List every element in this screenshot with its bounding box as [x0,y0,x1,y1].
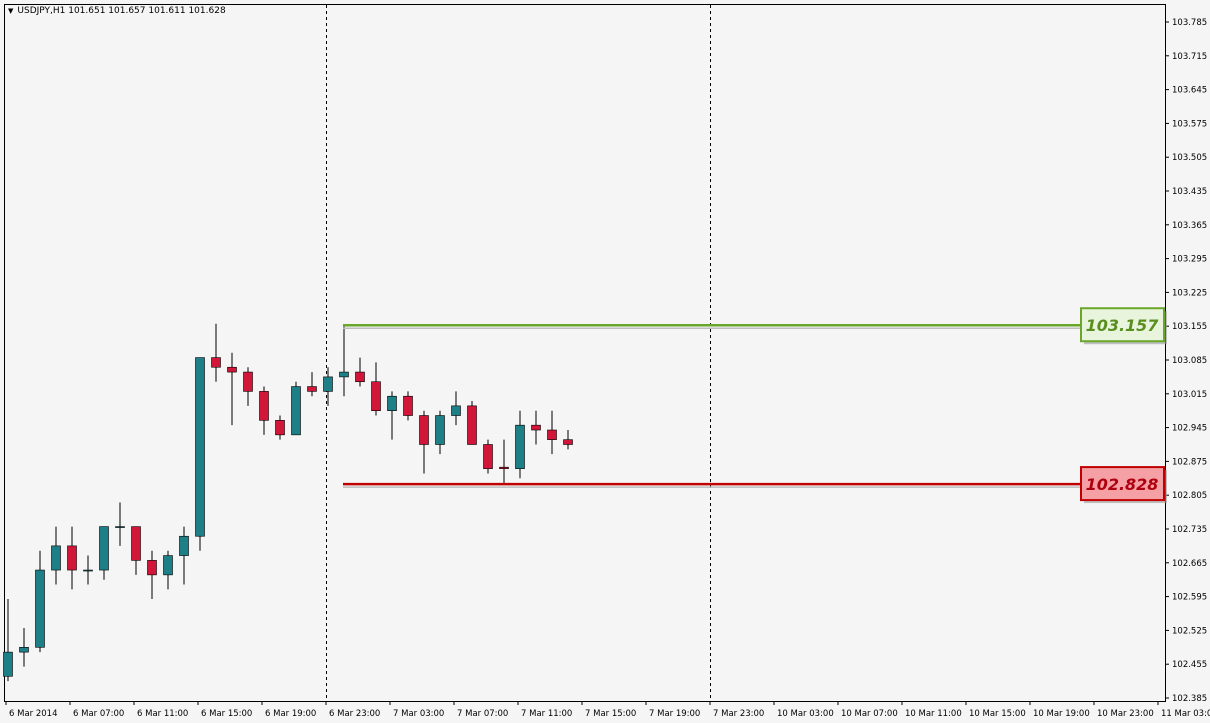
x-tick-label: 10 Mar 19:00 [1033,709,1090,719]
candle-body[interactable] [515,424,525,469]
candle-body[interactable] [243,371,253,392]
candle-body[interactable] [483,444,493,469]
x-tick-label: 7 Mar 11:00 [521,709,572,719]
candle-body[interactable] [211,357,221,368]
y-tick-label: 103.155 [1172,322,1207,332]
plot-area[interactable] [4,4,1166,702]
symbol-header: ▼ USDJPY,H1 101.651 101.657 101.611 101.6… [8,6,226,16]
candle-body[interactable] [371,381,381,412]
candle-body[interactable] [179,535,189,556]
candle-body[interactable] [35,569,45,648]
x-tick-label: 10 Mar 03:00 [777,709,834,719]
x-tick-label: 6 Mar 2014 [9,709,57,719]
x-tick-label: 7 Mar 23:00 [713,709,764,719]
x-tick-label: 7 Mar 19:00 [649,709,700,719]
candle-body[interactable] [435,415,445,445]
y-tick-label: 103.575 [1172,119,1207,129]
y-tick-label: 103.365 [1172,221,1207,231]
y-tick-label: 103.505 [1172,153,1207,163]
price-tag-box[interactable] [1080,307,1165,343]
candle-body[interactable] [355,371,365,383]
x-tick-label: 10 Mar 15:00 [969,709,1026,719]
x-tick-label: 7 Mar 15:00 [585,709,636,719]
x-tick-label: 10 Mar 07:00 [841,709,898,719]
y-tick-label: 102.945 [1172,424,1207,434]
candle-body[interactable] [99,526,109,571]
x-tick-label: 6 Mar 07:00 [73,709,124,719]
y-tick-label: 102.595 [1172,593,1207,603]
candle-body[interactable] [339,371,349,378]
x-tick-label: 7 Mar 03:00 [393,709,444,719]
candle-body[interactable] [275,420,285,436]
collapse-triangle-icon[interactable]: ▼ [8,7,14,15]
candle-body[interactable] [51,545,61,571]
x-tick-label: 6 Mar 23:00 [329,709,380,719]
x-tick-label: 6 Mar 15:00 [201,709,252,719]
x-tick-label: 6 Mar 11:00 [137,709,188,719]
y-tick-label: 103.785 [1172,18,1207,28]
y-tick-label: 103.225 [1172,288,1207,298]
candle-body[interactable] [291,386,301,436]
x-tick-label: 7 Mar 07:00 [457,709,508,719]
y-tick-label: 102.385 [1172,694,1207,704]
y-tick-label: 102.665 [1172,559,1207,569]
candle-body[interactable] [467,405,477,445]
candle-body[interactable] [19,646,29,653]
candle-body[interactable] [323,376,333,392]
candle-body[interactable] [131,526,141,561]
y-tick-label: 103.435 [1172,187,1207,197]
candle-body[interactable] [195,357,205,537]
y-tick-label: 103.015 [1172,390,1207,400]
candle-body[interactable] [499,466,509,469]
x-tick-label: 10 Mar 11:00 [905,709,962,719]
candle-body[interactable] [419,415,429,445]
candle-body[interactable] [115,526,125,528]
y-tick-label: 102.735 [1172,525,1207,535]
y-tick-label: 102.525 [1172,626,1207,636]
candle-body[interactable] [387,395,397,412]
candle-body[interactable] [163,555,173,576]
candle-body[interactable] [531,424,541,431]
candle-body[interactable] [227,366,237,373]
price-tag-box[interactable] [1080,466,1165,502]
candle-body[interactable] [403,395,413,416]
y-tick-label: 102.455 [1172,660,1207,670]
candle-body[interactable] [259,391,269,421]
x-tick-label: 10 Mar 23:00 [1097,709,1154,719]
candle-body[interactable] [83,569,93,572]
y-tick-label: 103.645 [1172,86,1207,96]
x-tick-label: 6 Mar 19:00 [265,709,316,719]
price-tag-label: 103.157 [1086,316,1160,335]
x-tick-label: 11 Mar 03:00 [1161,709,1210,719]
y-tick-label: 103.085 [1172,356,1207,366]
candle-body[interactable] [3,651,13,677]
candle-body[interactable] [563,439,573,445]
candle-body[interactable] [147,560,157,576]
price-tag-label: 102.828 [1086,475,1159,494]
y-tick-label: 103.295 [1172,255,1207,265]
y-tick-label: 103.715 [1172,52,1207,62]
y-tick-label: 102.875 [1172,457,1207,467]
symbol-label: USDJPY,H1 101.651 101.657 101.611 101.62… [17,6,226,16]
candle-body[interactable] [451,405,461,416]
y-tick-label: 102.805 [1172,491,1207,501]
candle-body[interactable] [67,545,77,571]
candle-body[interactable] [307,386,317,392]
candle-body[interactable] [547,429,557,440]
